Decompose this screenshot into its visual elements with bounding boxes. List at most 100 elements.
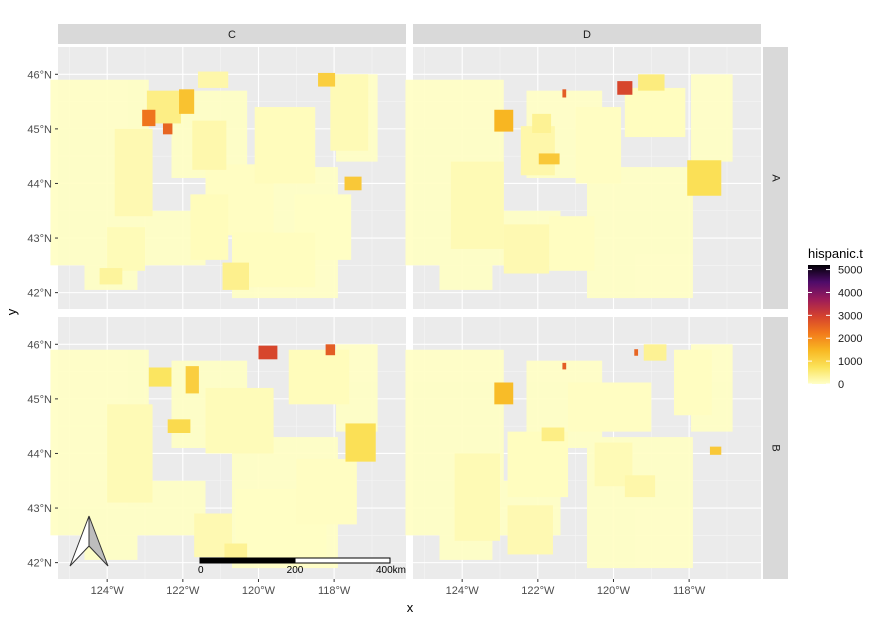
map-region (142, 109, 156, 127)
map-region (541, 427, 565, 442)
map-region (507, 431, 569, 498)
map-region (687, 160, 722, 196)
legend-title: hispanic.t (808, 246, 863, 261)
x-tick-label: 118°W (318, 585, 351, 597)
map-region (185, 366, 199, 394)
map-region (222, 262, 250, 290)
x-axis-title: x (407, 600, 414, 615)
base-region (691, 74, 733, 162)
y-tick-label: 44°N (27, 448, 52, 460)
map-region (617, 81, 633, 95)
legend-tick-label: 0 (838, 379, 844, 391)
map-region (562, 362, 567, 370)
map-region (549, 216, 595, 271)
map-region (179, 89, 195, 114)
y-tick-label: 46°N (27, 69, 52, 81)
x-tick-label: 120°W (597, 585, 631, 597)
map-region (288, 349, 350, 405)
map-region (568, 382, 652, 432)
axes: 124°W 122°W 120°W 118°W 124°W 122°W 120°W 118°W… (27, 69, 705, 597)
map-region (99, 268, 123, 285)
scale-bar-segment (199, 557, 296, 564)
y-tick-label: 42°N (27, 288, 52, 300)
legend-tick-label: 2000 (838, 333, 862, 345)
map-region (192, 120, 227, 170)
y-tick-label: 42°N (27, 558, 52, 570)
x-tick-label: 120°W (242, 585, 276, 597)
map-region (205, 387, 274, 454)
x-tick-label: 118°W (673, 585, 706, 597)
scale-bar: 0 200 400km (198, 557, 406, 576)
map-region (503, 224, 550, 274)
map-region (254, 107, 316, 184)
map-region (538, 153, 560, 165)
map-region (494, 109, 514, 132)
y-tick-label: 45°N (27, 394, 52, 406)
map-region (532, 113, 552, 133)
y-tick-label: 44°N (27, 178, 52, 190)
north-arrow-icon (69, 515, 109, 567)
x-tick-label: 122°W (166, 585, 200, 597)
legend-colorbar (808, 265, 830, 384)
y-axis-title: y (4, 308, 19, 315)
map-region (345, 423, 376, 462)
map-region (450, 161, 504, 249)
x-tick-label: 122°W (521, 585, 555, 597)
map-region (190, 194, 229, 260)
map-region (709, 446, 722, 455)
scale-bar-label: 400km (376, 565, 406, 576)
map-region (148, 367, 172, 387)
facet-strip-C (58, 24, 406, 44)
facet-strip-label: C (228, 29, 236, 41)
map-region (454, 453, 500, 541)
facet-panel-A-C (50, 47, 406, 309)
map-region (507, 505, 553, 555)
y-tick-label: 45°N (27, 124, 52, 136)
map-region (494, 382, 514, 405)
map-region (330, 74, 369, 151)
map-region (638, 74, 665, 91)
y-tick-label: 43°N (27, 233, 52, 245)
scale-bar-label: 200 (287, 565, 304, 576)
map-region (296, 458, 357, 525)
legend-tick-label: 4000 (838, 287, 862, 299)
scale-bar-segment (294, 557, 391, 564)
facet-strip-A (763, 47, 788, 309)
map-region (107, 404, 153, 503)
x-tick-label: 124°W (446, 585, 480, 597)
y-tick-label: 43°N (27, 503, 52, 515)
facet-panel-B-D (405, 317, 761, 579)
facet-strip-D (413, 24, 761, 44)
y-tick-label: 46°N (27, 339, 52, 351)
map-region (575, 107, 622, 184)
map-region (162, 123, 173, 135)
map-region (114, 128, 153, 217)
legend-tick-label: 5000 (838, 265, 862, 277)
map-region (634, 349, 639, 356)
map-region (520, 126, 555, 176)
map-region (318, 72, 336, 87)
map-region (562, 89, 567, 98)
facet-panel-A-D (405, 47, 761, 309)
map-overlays: 0 200 400km (69, 515, 406, 576)
legend-tick-label: 3000 (838, 310, 862, 322)
legend: hispanic.t 0 1000 2000 3000 4000 5000 (808, 246, 863, 391)
map-region (643, 344, 667, 361)
map-region (197, 71, 229, 88)
scale-bar-label: 0 (198, 565, 204, 576)
map-region (167, 419, 191, 433)
x-tick-label: 124°W (91, 585, 125, 597)
facet-strip-label: D (583, 29, 591, 41)
map-region (344, 176, 362, 191)
facet-strip-label: A (770, 174, 782, 182)
map-region (107, 227, 145, 271)
facet-strip-label: B (770, 444, 782, 451)
map-region (224, 543, 248, 560)
facet-strip-B (763, 317, 788, 579)
base-region (587, 167, 693, 299)
facet-panel-B-C (50, 317, 406, 579)
map-region (674, 349, 712, 416)
facet-panels: C D A B (50, 24, 788, 579)
legend-tick-label: 1000 (838, 356, 862, 368)
